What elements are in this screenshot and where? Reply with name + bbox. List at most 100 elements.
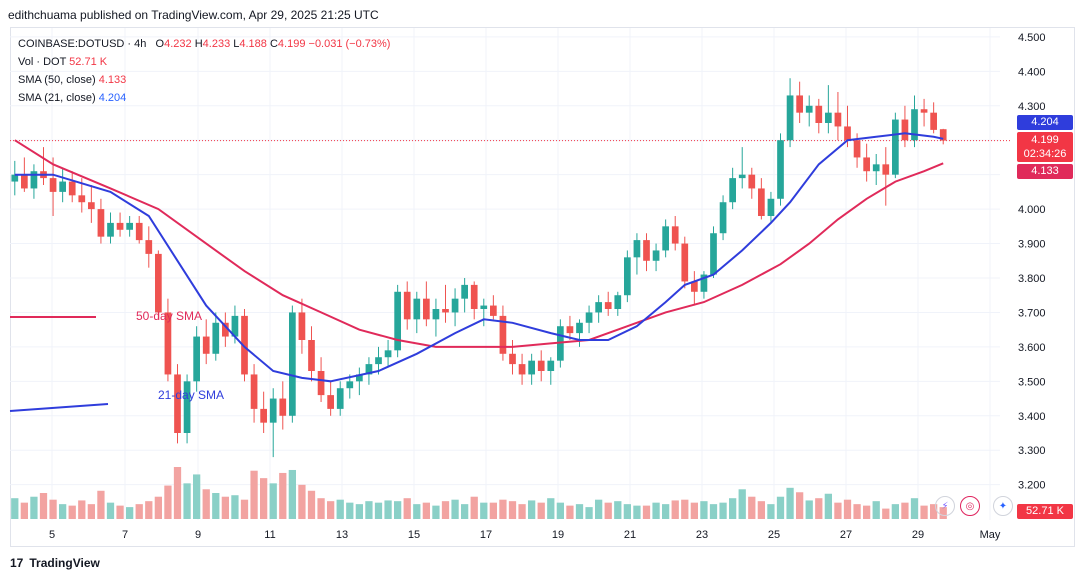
volume-bar [260,478,268,519]
candle-body [183,381,191,433]
economic-events-icon[interactable]: ◎ [960,496,980,516]
volume-bar [106,502,115,519]
volume-bar [662,504,670,519]
volume-bar [154,496,162,519]
x-tick-label: 23 [696,529,708,541]
volume-bar [336,499,344,519]
volume-bar [327,501,335,519]
candle-body [758,188,765,216]
low-value: 4.188 [239,38,267,50]
volume-bar [250,470,258,519]
volume-label: Vol · DOT [18,56,67,68]
candle-body [662,226,669,251]
candle-body [681,243,689,282]
candle-body [289,312,296,416]
volume-bar [863,505,871,519]
candle-body [21,174,28,189]
tradingview-logo-icon: 17 [10,556,24,570]
volume-bar [126,507,134,519]
candle-body [547,360,555,371]
volume-bar [824,493,832,519]
volume-bar [901,502,909,519]
candle-body [260,408,267,423]
volume-bar [518,504,526,519]
volume-bar [78,500,86,519]
candle-body [719,202,727,234]
candle-body [700,274,708,292]
volume-bar [690,502,698,519]
volume-bar [116,505,124,519]
candle-body [346,381,354,389]
x-tick-label: 15 [408,529,420,541]
volume-bar [671,500,679,519]
volume-bar [776,496,785,519]
y-tick-label: 3.700 [1018,307,1046,319]
volume-bar [212,493,220,519]
candle-body [375,357,382,365]
candle-body [815,105,823,123]
last-price-value: 4.199 [1031,134,1059,146]
sma50-label: SMA (50, close) [18,74,96,86]
volume-bar [231,495,239,519]
us-flag-icon[interactable]: ✦ [993,496,1013,516]
candle-body [126,222,133,230]
sma50-legend-row[interactable]: SMA (50, close) 4.133 [18,71,390,89]
candle-body [844,126,851,141]
x-tick-label: 25 [768,529,780,541]
volume-bar [604,502,612,519]
volume-bar [614,501,622,519]
sma21-value: 4.204 [98,92,127,104]
candle-body [451,298,459,313]
candle-body [777,140,784,199]
volume-bar [68,505,76,519]
volume-bar [135,504,143,519]
y-tick-label: 3.200 [1018,480,1046,492]
volume-bar [480,502,488,519]
candle-body [279,398,287,416]
candle-body [78,195,86,203]
volume-bar [202,489,210,519]
x-tick-label: 9 [195,529,201,541]
candle-body [49,178,57,192]
y-tick-label: 4.300 [1018,101,1046,113]
x-tick-label: 5 [49,529,55,541]
sma21-legend-row[interactable]: SMA (21, close) 4.204 [18,89,390,107]
symbol-label[interactable]: COINBASE:DOTUSD · 4h [18,38,147,50]
volume-bar [891,504,899,519]
y-tick-label: 3.900 [1018,239,1046,251]
volume-bar [317,498,325,519]
lightning-icon[interactable]: ⚡ [935,496,955,516]
volume-bar [633,505,641,519]
footer-brand[interactable]: 17 TradingView [10,556,100,570]
candle-body [68,181,76,196]
candle-body [327,395,334,409]
candle-body [604,302,612,309]
high-label: H [194,38,203,50]
x-tick-label: 27 [840,529,852,541]
volume-legend-row[interactable]: Vol · DOT 52.71 K [18,53,390,71]
volume-bar [872,501,880,519]
candle-body [652,250,660,261]
candle-body [939,129,947,141]
volume-bar [815,498,823,519]
volume-bar [796,492,804,519]
volume-bar [413,504,421,519]
volume-bar [193,474,201,519]
candle-body [97,209,105,237]
volume-bar [221,496,229,519]
sma50-price-tag: 4.133 [1017,164,1073,179]
candle-body [470,284,478,309]
volume-bar [307,490,316,519]
candle-body [691,281,698,292]
y-tick-label: 4.500 [1018,32,1046,44]
chart-legend: COINBASE:DOTUSD · 4h O4.232 H4.233 L4.18… [18,35,390,107]
candle-body [193,336,200,382]
y-tick-label: 3.600 [1018,342,1046,354]
candle-body [643,240,650,261]
candle-body [403,291,411,320]
candle-body [480,305,488,309]
candle-body [432,309,440,320]
chart-frame [10,27,1075,547]
volume-bar [11,498,19,519]
volume-bar [365,501,373,519]
